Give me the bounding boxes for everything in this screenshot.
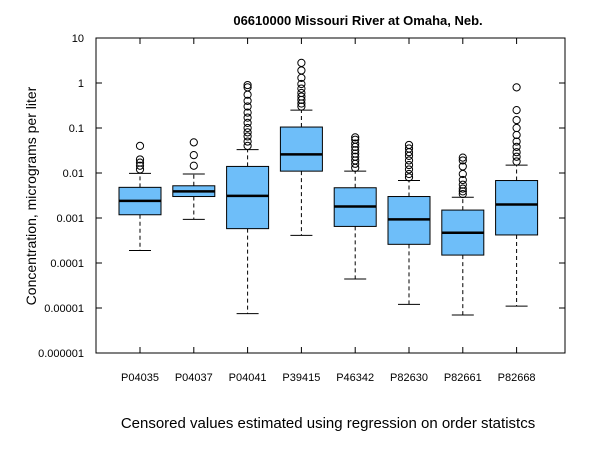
outlier-point <box>243 118 252 127</box>
outlier-point <box>135 155 145 164</box>
outlier-point <box>458 180 467 189</box>
y-tick-label: 10 <box>72 33 84 45</box>
outlier-point <box>458 184 467 193</box>
outlier-point <box>458 156 467 165</box>
outlier-point <box>189 161 198 170</box>
y-axis-label: Concentration, micrograms per liter <box>23 86 39 305</box>
outlier-point <box>297 102 306 111</box>
x-tick-label: P39415 <box>282 372 320 384</box>
outlier-point <box>458 153 467 162</box>
x-tick-label: P04035 <box>121 372 159 384</box>
box-p82668 <box>495 180 539 236</box>
box-p04041 <box>226 165 270 230</box>
outlier-point <box>404 165 414 174</box>
outlier-point <box>243 132 252 141</box>
outlier-point <box>243 108 252 117</box>
outlier-point <box>404 140 414 150</box>
outlier-point <box>404 144 414 153</box>
outlier-point <box>512 148 521 157</box>
x-tick-label: P46342 <box>336 372 374 384</box>
outlier-point <box>135 161 145 170</box>
outlier-point <box>243 141 252 151</box>
outlier-point <box>351 135 360 144</box>
y-tick-label: 0.001 <box>56 213 84 225</box>
outlier-point <box>135 158 145 167</box>
outlier-point <box>351 149 360 158</box>
outlier-point <box>243 123 252 133</box>
outlier-point <box>297 84 306 93</box>
outlier-point <box>243 80 252 90</box>
outlier-point <box>512 115 521 125</box>
outlier-point <box>404 160 414 170</box>
y-tick-label: 0.0001 <box>50 258 84 270</box>
outlier-point <box>189 150 198 160</box>
outlier-point <box>512 137 521 146</box>
outlier-point <box>243 83 252 92</box>
outlier-point <box>297 58 306 67</box>
x-tick-label: P04041 <box>229 372 267 384</box>
y-tick-label: 0.00001 <box>44 303 84 315</box>
outlier-point <box>351 152 360 161</box>
y-tick-label: 0.000001 <box>38 348 84 360</box>
outlier-point <box>297 92 306 101</box>
outlier-point <box>243 102 252 111</box>
outlier-point <box>512 105 521 115</box>
chart-title: 06610000 Missouri River at Omaha, Neb. <box>233 13 482 28</box>
outlier-point <box>135 141 145 151</box>
outlier-point <box>404 169 414 179</box>
outlier-point <box>297 79 306 89</box>
y-tick-label: 0.01 <box>63 168 84 180</box>
x-tick-label: P82668 <box>498 372 536 384</box>
outlier-point <box>351 139 360 148</box>
outlier-point <box>297 66 306 75</box>
outlier-point <box>243 137 252 146</box>
outlier-point <box>243 113 252 122</box>
plot-area: 10 1 0.1 0.01 0.001 0.0001 0.00001 0.000001 P040… <box>38 33 566 384</box>
y-tick-label: 0.1 <box>69 123 84 135</box>
y-tick-label: 1 <box>78 78 84 90</box>
box-p39415 <box>279 126 323 172</box>
outlier-point <box>512 142 521 152</box>
outlier-point <box>351 146 360 155</box>
x-tick-label: P82661 <box>444 372 482 384</box>
outlier-point <box>243 128 252 137</box>
outlier-point <box>458 189 467 199</box>
outlier-point <box>297 88 306 98</box>
x-tick-label: P04037 <box>175 372 213 384</box>
outlier-point <box>189 138 198 147</box>
outlier-point <box>512 157 521 166</box>
outlier-point <box>512 83 521 92</box>
outlier-point <box>512 152 521 161</box>
outlier-point <box>512 123 521 133</box>
outlier-point <box>243 96 252 106</box>
chart-caption: Censored values estimated using regressi… <box>121 415 535 432</box>
outlier-point <box>458 162 467 171</box>
x-tick-label: P82630 <box>390 372 428 384</box>
outlier-point <box>404 173 414 182</box>
outlier-point <box>404 156 414 165</box>
outlier-point <box>351 133 360 142</box>
plot-frame <box>95 37 566 354</box>
outlier-point <box>458 175 467 185</box>
